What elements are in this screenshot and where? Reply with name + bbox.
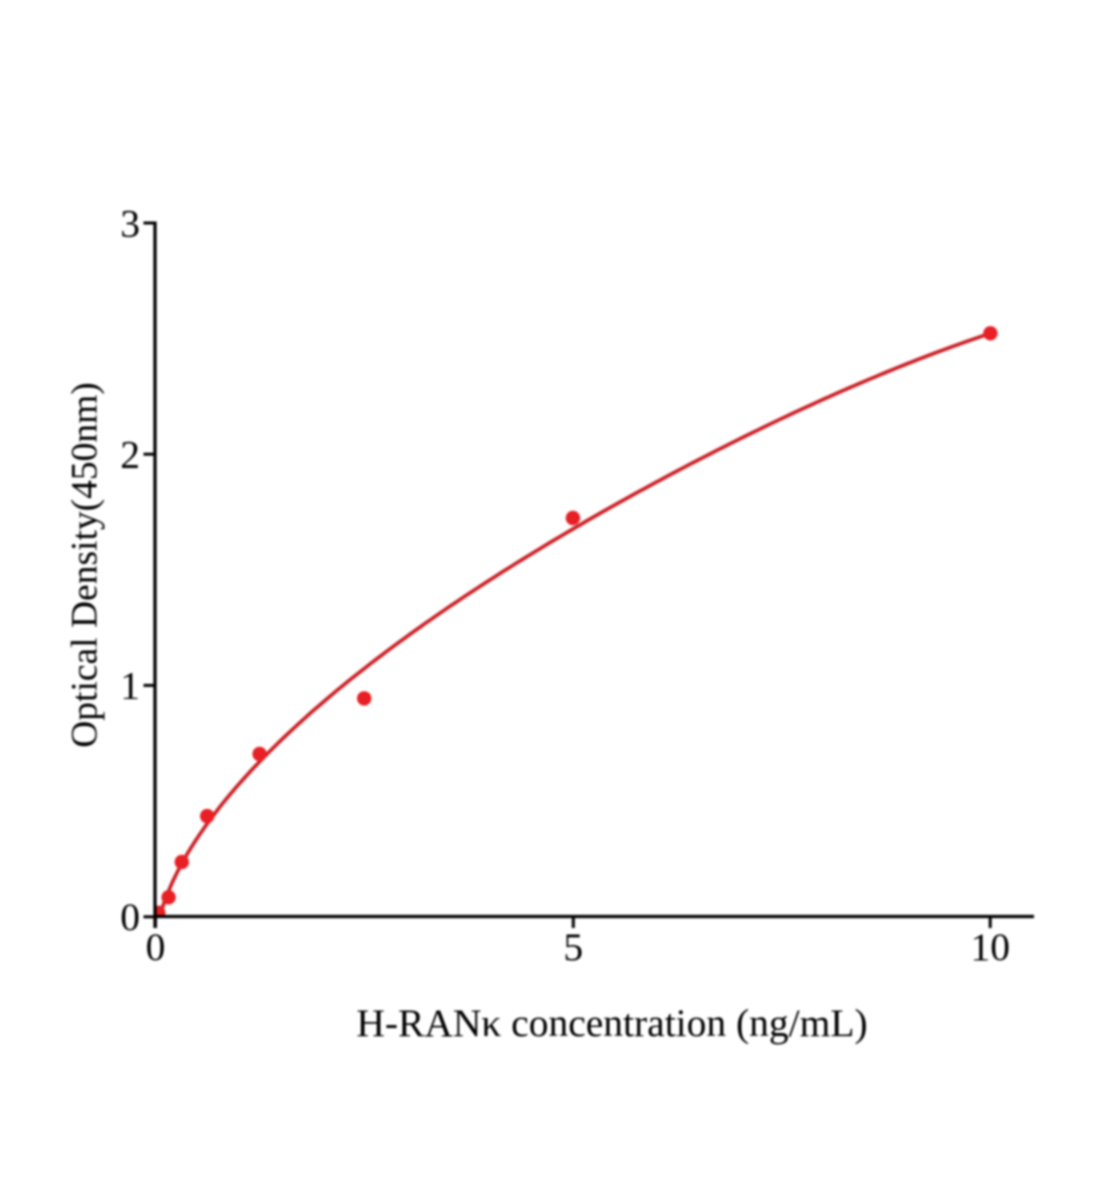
svg-text:2: 2	[120, 433, 140, 477]
svg-text:0: 0	[120, 895, 140, 939]
svg-text:H-RANκ concentration (ng/mL): H-RANκ concentration (ng/mL)	[356, 1001, 867, 1045]
svg-text:5: 5	[563, 925, 583, 969]
svg-text:Optical Density(450nm): Optical Density(450nm)	[65, 382, 106, 748]
svg-text:1: 1	[120, 664, 140, 708]
svg-text:3: 3	[120, 201, 140, 245]
svg-text:0: 0	[146, 925, 166, 969]
svg-text:10: 10	[970, 925, 1010, 969]
